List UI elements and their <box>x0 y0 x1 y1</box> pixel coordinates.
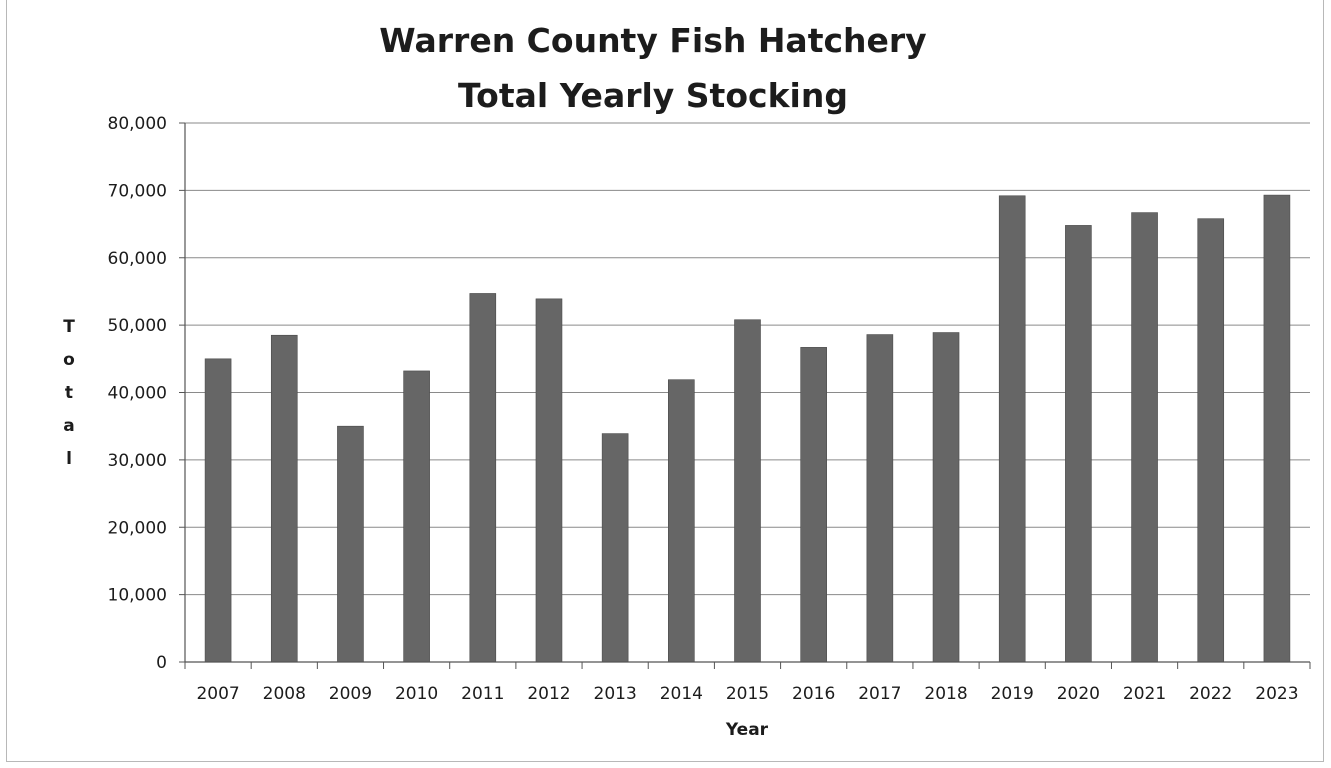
y-tick-label: 50,000 <box>108 316 167 336</box>
bars <box>204 194 1291 663</box>
bar-2018 <box>932 332 960 663</box>
y-tick-label: 0 <box>156 653 167 673</box>
x-tick-label: 2007 <box>196 684 239 704</box>
y-tick-label: 70,000 <box>108 181 167 201</box>
bar-2012 <box>535 298 563 663</box>
bar-2019 <box>998 195 1026 663</box>
y-tick-labels: 0 10,000 20,000 30,000 40,000 50,000 60,000 70,… <box>108 114 167 673</box>
y-tick-label: 20,000 <box>108 518 167 538</box>
x-tick-labels: 2007 2008 2009 2010 2011 2012 2013 2014 2015 2016… <box>196 684 1298 704</box>
bar-2022 <box>1197 218 1225 663</box>
bar-2009 <box>337 425 364 663</box>
y-tick-label: 10,000 <box>108 586 167 606</box>
bar-2013 <box>601 433 629 663</box>
x-tick-label: 2016 <box>792 684 835 704</box>
x-tick-label: 2013 <box>594 684 637 704</box>
bar-2015 <box>734 319 761 663</box>
bar-2011 <box>469 293 497 663</box>
bar-2010 <box>403 370 430 663</box>
x-tick-label: 2023 <box>1255 684 1298 704</box>
bar-2021 <box>1131 212 1158 663</box>
x-tick-label: 2017 <box>858 684 901 704</box>
x-tick-label: 2010 <box>395 684 438 704</box>
x-tick-label: 2012 <box>527 684 570 704</box>
chart-subtitle: Total Yearly Stocking <box>458 76 848 115</box>
x-tick-label: 2009 <box>329 684 372 704</box>
bar-2020 <box>1065 225 1092 663</box>
axes <box>179 122 1311 669</box>
bar-2016 <box>800 347 827 663</box>
x-axis-label: Year <box>725 720 769 740</box>
bar-2008 <box>270 334 298 663</box>
x-tick-label: 2011 <box>461 684 504 704</box>
x-tick-label: 2014 <box>660 684 703 704</box>
x-tick-label: 2008 <box>263 684 306 704</box>
chart-title: Warren County Fish Hatchery <box>379 21 926 60</box>
x-tick-label: 2015 <box>726 684 769 704</box>
chart-frame <box>6 0 1324 762</box>
x-tick-label: 2021 <box>1123 684 1166 704</box>
y-tick-label: 30,000 <box>108 451 167 471</box>
bar-2017 <box>866 334 894 663</box>
bar-2023 <box>1263 194 1291 663</box>
x-tick-label: 2022 <box>1189 684 1232 704</box>
x-tick-label: 2020 <box>1057 684 1100 704</box>
x-tick-label: 2018 <box>924 684 967 704</box>
bar-2014 <box>668 379 695 663</box>
y-tick-label: 40,000 <box>108 384 167 404</box>
y-tick-label: 60,000 <box>108 249 167 269</box>
bar-2007 <box>204 358 232 663</box>
x-tick-label: 2019 <box>991 684 1034 704</box>
y-tick-label: 80,000 <box>108 114 167 134</box>
